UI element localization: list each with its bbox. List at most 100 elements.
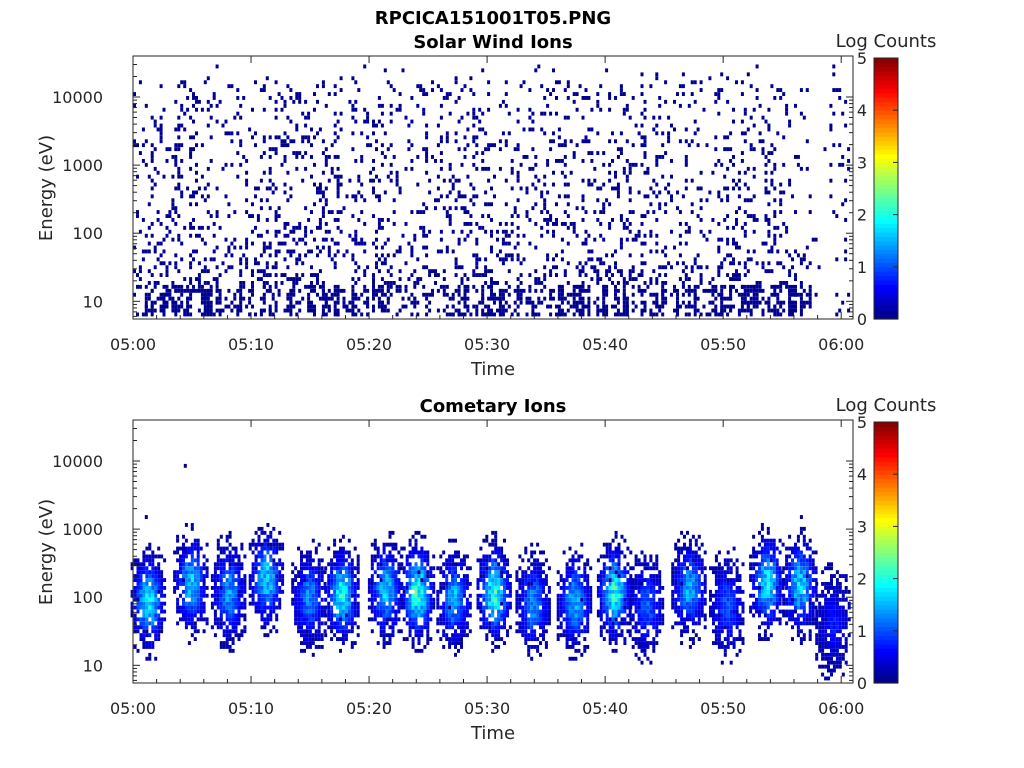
count-cell	[354, 198, 358, 203]
count-cell	[354, 296, 358, 301]
count-cell	[205, 558, 209, 563]
count-cell	[655, 233, 659, 238]
count-cell	[372, 296, 375, 301]
count-cell	[429, 586, 433, 590]
count-cell	[726, 304, 730, 309]
count-cell	[174, 222, 178, 226]
count-cell	[197, 273, 201, 277]
count-cell	[160, 629, 164, 634]
count-cell	[317, 637, 321, 641]
count-cell	[451, 562, 455, 567]
count-cell	[260, 526, 264, 531]
count-cell	[746, 308, 750, 313]
count-cell	[640, 292, 644, 297]
count-cell	[206, 225, 210, 230]
count-cell	[297, 574, 301, 578]
count-cell	[292, 225, 296, 230]
count-cell	[466, 127, 470, 132]
count-cell	[382, 605, 386, 610]
count-cell	[347, 617, 351, 622]
count-cell	[263, 609, 267, 614]
count-cell	[177, 127, 181, 132]
count-cell	[206, 76, 210, 81]
count-cell	[303, 637, 306, 641]
count-cell	[195, 99, 198, 104]
count-cell	[160, 621, 164, 626]
count-cell	[154, 613, 158, 618]
count-cell	[516, 107, 520, 112]
count-cell	[314, 645, 318, 649]
count-cell	[690, 202, 694, 207]
count-cell	[382, 574, 386, 578]
count-cell	[838, 88, 842, 92]
count-cell	[295, 92, 299, 96]
count-cell	[454, 605, 457, 610]
count-cell	[150, 308, 154, 313]
count-cell	[157, 625, 161, 630]
count-cell	[173, 589, 177, 594]
count-cell	[417, 578, 421, 582]
count-cell	[219, 641, 223, 645]
count-cell	[761, 147, 765, 152]
count-cell	[391, 542, 395, 547]
count-cell	[420, 589, 424, 594]
count-cell	[212, 277, 216, 281]
count-cell	[448, 617, 452, 622]
count-cell	[227, 288, 231, 293]
count-cell	[391, 629, 395, 634]
count-cell	[330, 296, 334, 301]
count-cell	[350, 566, 354, 571]
count-cell	[327, 593, 331, 598]
count-cell	[301, 155, 305, 159]
count-cell	[308, 593, 312, 598]
count-cell	[411, 605, 415, 610]
count-cell	[584, 229, 588, 234]
count-cell	[182, 570, 185, 575]
count-cell	[240, 613, 244, 618]
count-cell	[681, 84, 685, 89]
count-cell	[414, 582, 418, 586]
count-cell	[254, 186, 257, 191]
colorbar-segment	[874, 136, 898, 142]
count-cell	[379, 558, 383, 563]
count-cell	[543, 131, 547, 136]
count-cell	[708, 281, 712, 285]
count-cell	[408, 605, 412, 610]
count-cell	[385, 593, 389, 598]
colorbar-segment	[874, 58, 898, 63]
count-cell	[761, 288, 765, 293]
count-cell	[266, 578, 270, 582]
count-cell	[157, 613, 161, 618]
count-cell	[457, 605, 460, 610]
count-cell	[587, 304, 591, 309]
count-cell	[451, 582, 455, 586]
count-cell	[218, 308, 222, 313]
count-cell	[439, 237, 443, 242]
count-cell	[237, 597, 241, 602]
count-cell	[799, 88, 803, 92]
count-cell	[251, 578, 255, 582]
count-cell	[717, 111, 721, 116]
count-cell	[507, 292, 511, 297]
count-cell	[398, 284, 402, 289]
count-cell	[699, 218, 703, 222]
count-cell	[257, 570, 261, 575]
count-cell	[411, 574, 415, 578]
count-cell	[445, 566, 449, 571]
count-cell	[320, 613, 324, 618]
count-cell	[272, 538, 276, 543]
count-cell	[411, 546, 415, 551]
count-cell	[356, 625, 360, 630]
count-cell	[144, 308, 148, 313]
count-cell	[472, 92, 476, 96]
count-cell	[210, 605, 214, 610]
count-cell	[442, 562, 446, 567]
count-cell	[321, 284, 325, 289]
count-cell	[160, 609, 164, 614]
count-cell	[228, 530, 232, 535]
count-cell	[262, 300, 266, 305]
count-cell	[221, 261, 225, 266]
count-cell	[153, 300, 157, 305]
count-cell	[625, 103, 629, 108]
count-cell	[552, 233, 555, 238]
